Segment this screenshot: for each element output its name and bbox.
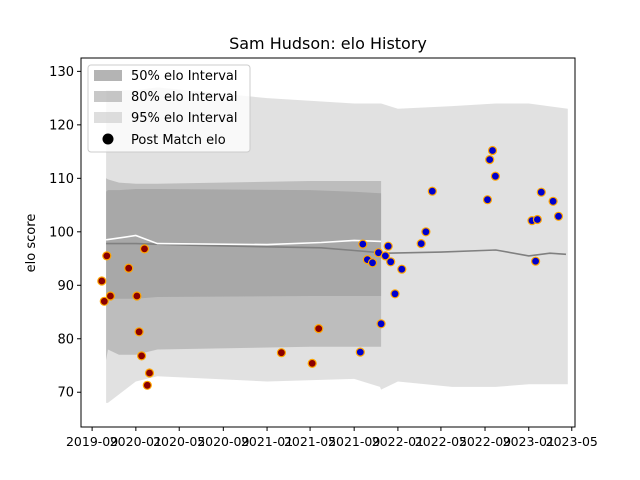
y-tick-label: 70: [57, 386, 74, 401]
legend: 50% elo Interval 80% elo Interval 95% el…: [87, 64, 251, 153]
post-match-point: [485, 155, 495, 165]
plot-area: [97, 87, 568, 403]
post-match-point: [421, 227, 431, 237]
legend-swatch-50: [94, 70, 122, 81]
post-match-point: [144, 368, 155, 378]
post-match-point: [553, 211, 564, 221]
y-tick-label: 100: [49, 225, 74, 240]
post-match-point: [380, 251, 390, 261]
x-tick-label: 2021-01: [241, 434, 293, 449]
x-tick-label: 2021-09: [328, 434, 380, 449]
axes-frame: [80, 57, 576, 428]
legend-swatch-95: [94, 112, 122, 123]
x-tick-label: 2020-01: [110, 434, 162, 449]
legend-marker-post-match: [102, 133, 114, 145]
legend-label-50: 50% elo Interval: [131, 69, 238, 84]
post-match-point: [490, 171, 500, 181]
post-match-point: [137, 351, 147, 361]
trend-lines: [105, 234, 567, 257]
x-tick-label: 2022-01: [372, 434, 424, 449]
x-tick-label: 2021-05: [284, 434, 336, 449]
y-tick-label: 110: [49, 172, 74, 187]
post-match-point: [307, 358, 317, 368]
x-tick-label: 2020-09: [197, 434, 249, 449]
y-axis-ticks: 70 80 90 100 110 120 130: [49, 65, 81, 401]
post-match-point: [482, 195, 493, 205]
post-match-point: [487, 145, 498, 156]
post-match-point: [105, 291, 116, 301]
post-match-point: [536, 187, 546, 197]
post-match-point: [416, 239, 426, 249]
post-match-point: [134, 327, 144, 337]
post-match-point: [397, 264, 407, 274]
post-match-point: [139, 244, 150, 254]
x-tick-label: 2023-01: [503, 434, 555, 449]
x-tick-label: 2019-09: [66, 434, 118, 449]
x-tick-label: 2022-09: [459, 434, 511, 449]
post-match-point: [530, 256, 541, 266]
x-tick-label: 2023-05: [546, 434, 598, 449]
y-tick-label: 120: [49, 118, 74, 133]
legend-box: [87, 64, 251, 153]
legend-label-95: 95% elo Interval: [131, 111, 238, 126]
chart-title: Sam Hudson: elo History: [229, 34, 427, 53]
post-match-point: [132, 291, 142, 301]
x-tick-label: 2022-05: [415, 434, 467, 449]
post-match-point: [102, 251, 112, 261]
post-match-point: [314, 324, 324, 334]
legend-swatch-80: [94, 91, 122, 102]
elo-trend-line: [106, 242, 567, 257]
post-match-point: [367, 258, 378, 268]
post-match-point: [97, 276, 107, 286]
post-match-point: [358, 239, 368, 249]
post-match-point: [548, 196, 558, 206]
band-80: [106, 178, 382, 361]
legend-label-post-match: Post Match elo: [131, 133, 226, 148]
post-match-point: [276, 348, 286, 358]
legend-label-80: 80% elo Interval: [131, 90, 238, 105]
post-match-point: [142, 380, 152, 390]
post-match-point: [427, 186, 437, 196]
x-tick-label: 2020-05: [153, 434, 205, 449]
y-tick-label: 80: [57, 332, 74, 347]
post-match-point: [390, 289, 400, 299]
post-match-points: [97, 145, 564, 390]
post-match-point: [355, 347, 365, 357]
y-tick-label: 90: [57, 279, 74, 294]
post-match-point: [99, 296, 109, 306]
post-match-point: [376, 319, 386, 329]
elo-trend-line-light: [105, 234, 382, 246]
post-match-point: [383, 241, 393, 251]
post-match-point: [124, 263, 134, 273]
y-tick-label: 130: [49, 65, 74, 80]
post-match-point: [386, 257, 396, 267]
x-axis-ticks: 2019-092020-012020-052020-092021-012021-…: [66, 427, 598, 449]
post-match-point: [532, 214, 543, 225]
y-axis-label: elo score: [24, 214, 39, 273]
